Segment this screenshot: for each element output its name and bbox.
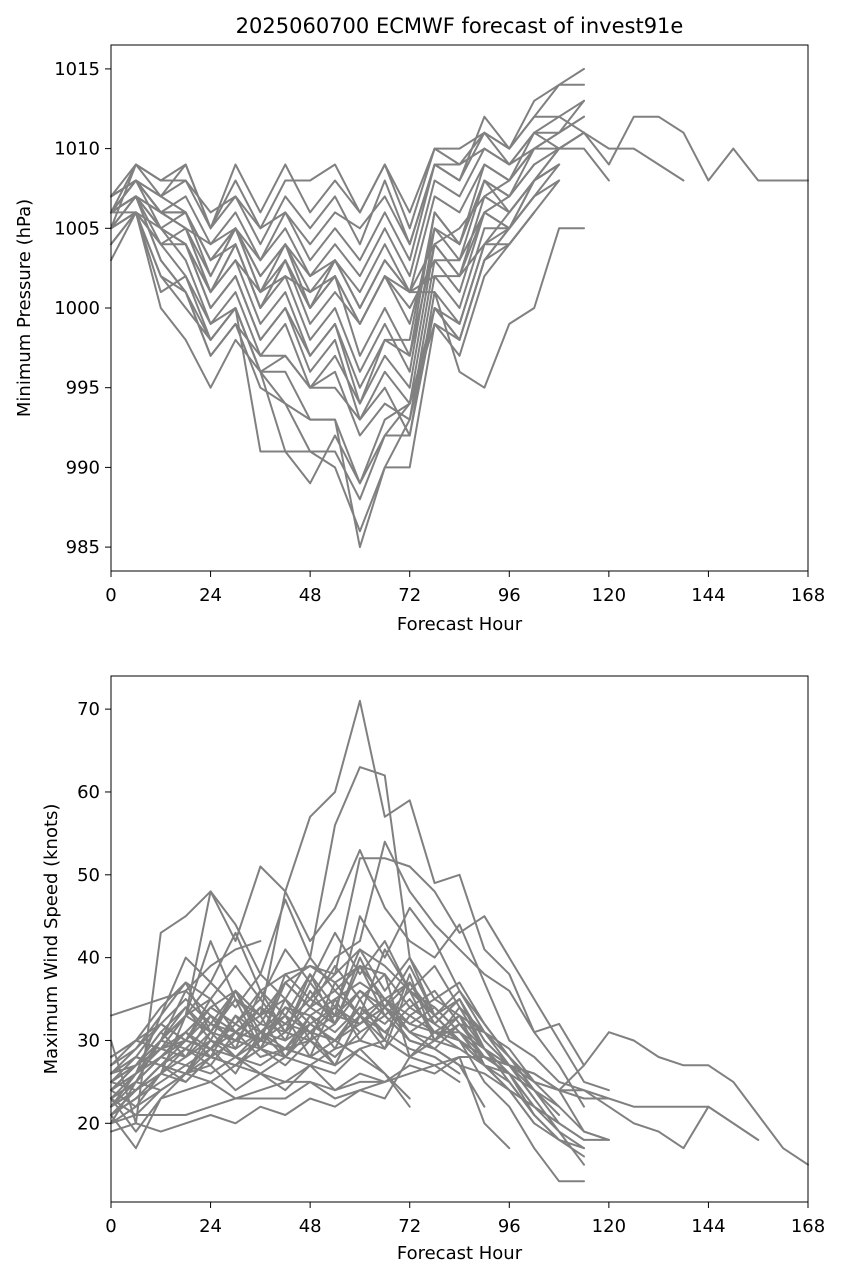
pressure-ticks: 0 24 48 72 96 120 144 168 985 990 995 1000 1005 1010 1…: [54, 59, 825, 606]
pressure-x-tick-label: 24: [199, 585, 222, 606]
pressure-ensemble-member-line-5: [110, 83, 585, 262]
wind-ensemble-member-line-4: [110, 766, 585, 1183]
wind-ticks: 0 24 48 72 96 120 144 168 20 30 40 50 60 70: [77, 699, 825, 1237]
pressure-ensemble-member-line-8: [110, 99, 585, 246]
wind-ensemble-member-line-39: [110, 1047, 386, 1116]
pressure-y-axis-label: Minimum Pressure (hPa): [14, 199, 35, 417]
pressure-y-tick-label: 990: [66, 457, 100, 478]
wind-x-tick-label: 48: [299, 1216, 322, 1237]
wind-series-layer: [110, 699, 809, 1183]
wind-ensemble-member-line-34: [110, 989, 461, 1067]
wind-ensemble-member-line-26: [110, 998, 536, 1125]
pressure-ensemble-member-line-20: [110, 195, 536, 485]
pressure-x-tick-label: 96: [498, 585, 521, 606]
wind-x-axis-label: Forecast Hour: [397, 1243, 523, 1264]
pressure-ensemble-member-line-9: [110, 115, 585, 357]
pressure-x-tick-label: 168: [791, 585, 825, 606]
pressure-y-tick-label: 1005: [54, 218, 100, 239]
pressure-x-tick-label: 48: [299, 585, 322, 606]
pressure-x-tick-label: 72: [398, 585, 421, 606]
pressure-ensemble-member-line-13: [110, 147, 561, 405]
pressure-x-axis-label: Forecast Hour: [397, 614, 523, 635]
wind-ensemble-member-line-12: [110, 1056, 610, 1141]
wind-x-tick-label: 120: [592, 1216, 626, 1237]
pressure-x-tick-label: 120: [592, 585, 626, 606]
wind-ensemble-member-line-36: [110, 981, 461, 1083]
wind-ensemble-member-line-28: [110, 1056, 511, 1150]
wind-y-axis-label: Maximum Wind Speed (knots): [41, 804, 62, 1075]
wind-y-tick-label: 20: [77, 1113, 100, 1134]
pressure-y-tick-label: 1010: [54, 139, 100, 160]
wind-panel: 0 24 48 72 96 120 144 168 20 30 40 50 60 70 Forecast …: [41, 675, 825, 1264]
pressure-y-tick-label: 995: [66, 378, 100, 399]
pressure-ensemble-member-line-21: [110, 211, 536, 549]
pressure-ensemble-member-line-4: [110, 67, 585, 230]
pressure-x-tick-label: 144: [691, 585, 725, 606]
wind-y-tick-label: 70: [77, 699, 100, 720]
wind-x-tick-label: 0: [105, 1216, 116, 1237]
wind-y-tick-label: 30: [77, 1030, 100, 1051]
wind-y-tick-label: 50: [77, 865, 100, 886]
wind-axes-frame: [110, 675, 809, 1203]
wind-ensemble-member-line-42: [110, 1031, 361, 1116]
wind-ensemble-member-line-6: [110, 849, 610, 1108]
wind-ensemble-member-line-41: [110, 998, 361, 1083]
wind-y-tick-label: 40: [77, 948, 100, 969]
wind-ensemble-member-line-43: [110, 1022, 336, 1075]
wind-ensemble-member-line-40: [110, 1031, 386, 1116]
wind-x-tick-label: 72: [398, 1216, 421, 1237]
pressure-axes-frame: [110, 44, 809, 572]
wind-y-tick-label: 60: [77, 782, 100, 803]
pressure-y-tick-label: 985: [66, 537, 100, 558]
wind-x-tick-label: 144: [691, 1216, 725, 1237]
pressure-ensemble-member-line-25: [110, 147, 536, 309]
pressure-y-tick-label: 1000: [54, 298, 100, 319]
wind-ensemble-member-line-24: [110, 981, 536, 1108]
pressure-x-tick-label: 0: [105, 585, 116, 606]
wind-ensemble-member-line-10: [110, 940, 262, 1017]
pressure-series-layer: [110, 67, 809, 549]
pressure-panel: 2025060700 ECMWF forecast of invest91e 0…: [14, 14, 825, 635]
wind-ensemble-member-line-33: [110, 989, 461, 1100]
wind-x-tick-label: 168: [791, 1216, 825, 1237]
chart-title: 2025060700 ECMWF forecast of invest91e: [236, 14, 684, 38]
wind-ensemble-member-line-31: [110, 931, 486, 1108]
pressure-y-tick-label: 1015: [54, 59, 100, 80]
wind-x-tick-label: 24: [199, 1216, 222, 1237]
wind-x-tick-label: 96: [498, 1216, 521, 1237]
pressure-ensemble-member-line-24: [110, 163, 536, 325]
